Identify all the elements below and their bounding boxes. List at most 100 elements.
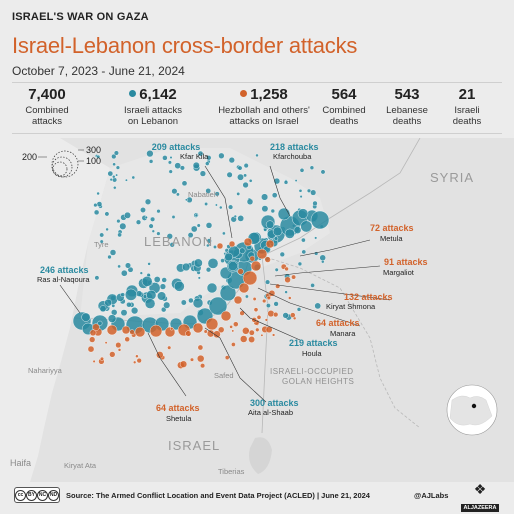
hezbollah-attack-circle <box>284 276 291 284</box>
israeli-attack-circle <box>274 267 279 272</box>
israeli-attack-circle <box>272 226 283 237</box>
israeli-attack-circle <box>192 297 204 309</box>
hezbollah-attack-circle <box>243 237 253 247</box>
israeli-attack-circle <box>99 305 107 313</box>
israeli-attack-circle <box>194 213 199 218</box>
stat-combined-attacks: 7,400 Combined attacks <box>25 86 69 127</box>
israeli-attack-circle <box>163 301 171 309</box>
stat-lebanese-deaths: 543 Lebanese deaths <box>386 86 428 127</box>
israeli-attack-circle <box>284 228 295 239</box>
size-legend: 300 200 100 <box>22 145 101 178</box>
israeli-attack-circle <box>310 283 315 288</box>
israeli-attack-circle <box>120 292 125 297</box>
israeli-attack-circle <box>135 219 142 225</box>
israeli-attack-circle <box>297 208 309 219</box>
israeli-attack-circle <box>206 243 210 248</box>
hezbollah-attack-circle <box>273 312 279 318</box>
hezbollah-attack-circle <box>179 360 188 368</box>
nd-icon: ND <box>48 489 59 501</box>
hezbollah-attack-circle <box>266 295 271 300</box>
israeli-attack-circle <box>93 202 98 208</box>
legend-100: 100 <box>86 156 101 166</box>
divider <box>12 82 502 83</box>
svg-text:Aita al-Shaab: Aita al-Shaab <box>248 408 293 417</box>
svg-text:Kfarchouba: Kfarchouba <box>273 152 312 161</box>
svg-text:218 attacks: 218 attacks <box>270 142 319 152</box>
legend-200: 200 <box>22 152 37 162</box>
israeli-attack-circle <box>294 179 298 182</box>
israeli-attack-circle <box>213 245 217 249</box>
israeli-attack-circle <box>312 200 318 207</box>
label-haifa: Haifa <box>10 458 31 468</box>
israeli-attack-circle <box>273 236 279 241</box>
israeli-attack-circle <box>107 314 117 323</box>
svg-text:91 attacks: 91 attacks <box>384 257 428 267</box>
svg-text:246 attacks: 246 attacks <box>40 265 89 275</box>
svg-text:Margaliot: Margaliot <box>383 268 415 277</box>
israeli-attack-circle <box>162 155 168 161</box>
hezbollah-attack-circle <box>109 351 116 358</box>
israeli-attack-circle <box>113 150 119 156</box>
hezbollah-attack-circle <box>239 310 245 316</box>
hezbollah-attack-circle <box>267 310 275 318</box>
israeli-attack-circle <box>96 201 103 207</box>
israeli-attack-circle <box>182 262 191 272</box>
israeli-attack-circle <box>117 232 122 238</box>
svg-text:Shetula: Shetula <box>166 414 192 423</box>
label-golan-1: ISRAELI-OCCUPIED <box>270 367 354 376</box>
israeli-attack-circle <box>246 198 254 205</box>
hezbollah-attack-circle <box>104 341 108 345</box>
svg-text:132 attacks: 132 attacks <box>344 292 393 302</box>
israeli-attack-circle <box>192 161 200 169</box>
hezbollah-attack-circle <box>136 358 142 364</box>
israeli-attack-circle <box>255 153 259 158</box>
israeli-attack-circle <box>169 242 175 248</box>
attack-map: 300 200 100 SYRIA LEBANON ISRAEL ISRAELI… <box>10 138 514 482</box>
hezbollah-attack-circle <box>89 329 97 337</box>
hezbollah-attack-circle <box>164 326 176 338</box>
israeli-attack-circle <box>204 202 209 206</box>
israeli-attack-circle <box>171 215 176 219</box>
israeli-attack-circle <box>109 177 113 182</box>
label-safed: Safed <box>214 371 234 380</box>
hezbollah-attack-circle <box>169 326 174 331</box>
license-badge[interactable]: cc BY NC ND <box>14 487 60 503</box>
stat-combined-deaths: 564 Combined deaths <box>322 86 366 127</box>
svg-text:Manara: Manara <box>330 329 356 338</box>
israeli-attack-circle <box>112 175 116 179</box>
israeli-attack-circle <box>297 261 303 267</box>
israeli-attack-circle <box>150 216 156 222</box>
ajlabs-credit[interactable]: @AJLabs <box>414 491 449 500</box>
nc-icon: NC <box>37 489 48 501</box>
israeli-attack-circle <box>115 173 119 177</box>
israeli-attack-circle <box>187 232 194 239</box>
israeli-attack-circle <box>271 192 278 199</box>
aljazeera-logo[interactable]: ❖ ALJAZEERA <box>456 482 504 512</box>
israeli-attack-circle <box>81 312 91 322</box>
israeli-attack-circle <box>96 154 101 159</box>
israeli-attack-circle <box>314 236 318 240</box>
israeli-attack-circle <box>166 233 173 240</box>
israeli-attack-circle <box>320 169 326 175</box>
hezbollah-attack-circle <box>284 266 289 272</box>
israeli-attack-circle <box>265 279 271 285</box>
israeli-attack-circle <box>96 191 100 196</box>
label-syria: SYRIA <box>430 170 474 185</box>
annotation-manara: 64 attacks Manara <box>316 318 360 338</box>
israeli-attack-circle <box>242 181 249 189</box>
hezbollah-attack-circle <box>264 318 268 322</box>
hezbollah-attack-circle <box>231 342 236 347</box>
label-lebanon: LEBANON <box>144 234 213 249</box>
divider <box>12 133 502 134</box>
hezbollah-attack-circle <box>216 242 224 250</box>
svg-text:64 attacks: 64 attacks <box>316 318 360 328</box>
hezbollah-attack-circle <box>117 348 122 352</box>
israeli-attack-circle <box>188 297 194 304</box>
israeli-attack-circle <box>310 210 330 230</box>
israeli-attack-circle <box>293 226 302 234</box>
hezbollah-attack-circle <box>156 351 164 359</box>
hezbollah-attack-circle <box>290 312 296 318</box>
israeli-attack-circle <box>300 220 313 233</box>
hezbollah-attack-circle <box>196 354 205 363</box>
israeli-attack-circle <box>299 167 305 173</box>
